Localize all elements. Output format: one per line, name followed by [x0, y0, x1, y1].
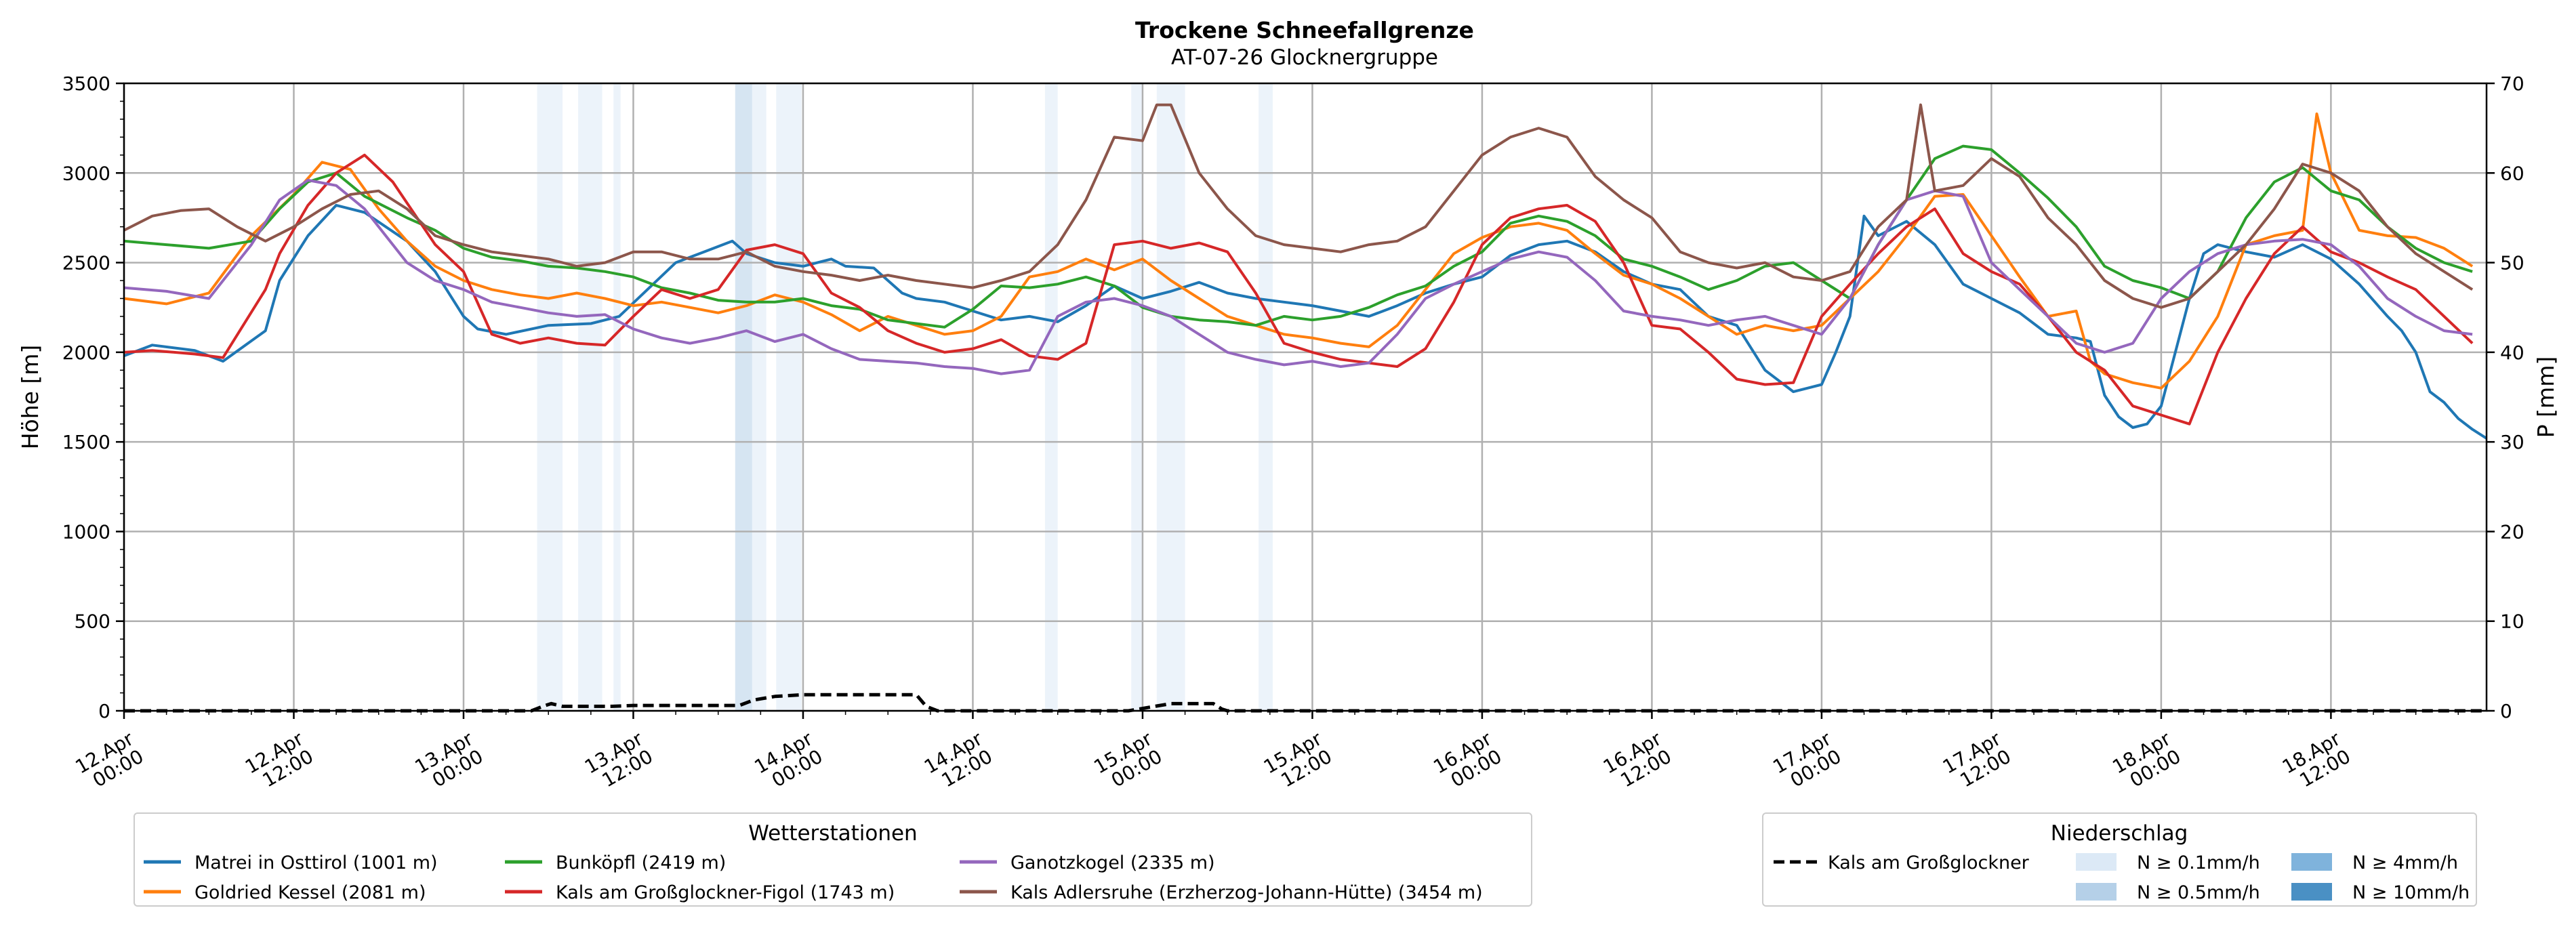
- station-legend-title: Wetterstationen: [748, 821, 917, 846]
- precip-band: [735, 83, 752, 711]
- y-axis-label: Höhe [m]: [17, 345, 43, 450]
- series-line-4: [123, 153, 2474, 426]
- precip-legend-label: N ≥ 4mm/h: [2352, 852, 2458, 873]
- grid: [123, 82, 2487, 712]
- precip-legend-label: N ≥ 0.5mm/h: [2137, 882, 2260, 903]
- precip-legend: Niederschlag Kals am Großglockner N ≥ 0.…: [1762, 812, 2477, 907]
- precip-legend-swatch: [2291, 883, 2332, 901]
- precip-line: [124, 693, 2487, 713]
- y2-tick-label: 40: [2500, 342, 2524, 364]
- station-legend-label: Ganotzkogel (2335 m): [1010, 852, 1215, 873]
- precip-bands: [537, 83, 1273, 711]
- y2-tick-label: 60: [2500, 162, 2524, 184]
- y2-axis-label: P [mm]: [2533, 356, 2559, 438]
- station-legend-label: Matrei in Osttirol (1001 m): [195, 852, 438, 873]
- y-tick-label: 0: [98, 700, 110, 722]
- precip-band: [1259, 83, 1273, 711]
- precip-legend-box: [1762, 812, 2477, 907]
- station-legend-label: Kals am Großglockner-Figol (1743 m): [556, 882, 895, 903]
- precip-legend-label: N ≥ 0.1mm/h: [2137, 852, 2260, 873]
- y2-tick-label: 20: [2500, 520, 2524, 543]
- chart-subtitle: AT-07-26 Glocknergruppe: [1171, 45, 1438, 70]
- chart-title: Trockene Schneefallgrenze: [1135, 17, 1474, 43]
- station-legend-label: Kals Adlersruhe (Erzherzog-Johann-Hütte)…: [1010, 882, 1483, 903]
- y2-tick-label: 10: [2500, 611, 2524, 633]
- precip-legend-label: N ≥ 10mm/h: [2352, 882, 2470, 903]
- series-line-5: [123, 178, 2473, 375]
- y-tick-label: 500: [75, 611, 110, 633]
- y2-tick-label: 50: [2500, 252, 2524, 274]
- y2-axis: 0 10 20 30 40 50 60 70: [2487, 73, 2524, 722]
- y-tick-label: 3000: [62, 162, 110, 184]
- y-tick-label: 2500: [62, 252, 110, 274]
- series-line-3: [123, 144, 2473, 329]
- plot-frame: [123, 82, 2488, 712]
- y-tick-label: 3500: [62, 73, 110, 95]
- y2-tick-label: 0: [2500, 700, 2512, 722]
- precip-band: [537, 83, 563, 711]
- precip-legend-swatch: [2076, 883, 2117, 901]
- station-legend: Wetterstationen Matrei in Osttirol (1001…: [134, 812, 1532, 907]
- precip-legend-line-label: Kals am Großglockner: [1828, 852, 2030, 873]
- precip-legend-swatch: [2076, 853, 2117, 871]
- precip-band: [578, 83, 602, 711]
- precip-band: [613, 83, 621, 711]
- precip-band: [1156, 83, 1185, 711]
- y-tick-label: 1000: [62, 520, 110, 543]
- y-tick-label: 1500: [62, 431, 110, 453]
- series-line-6: [123, 103, 2474, 309]
- y-tick-label: 2000: [62, 342, 110, 364]
- precip-legend-swatch: [2291, 853, 2332, 871]
- y-axis: 0 500 1000 1500 2000 2500 3000 3500: [62, 73, 124, 722]
- y2-tick-label: 30: [2500, 431, 2524, 453]
- precip-line-group: [124, 693, 2487, 713]
- series-lines: [123, 103, 2488, 440]
- precip-band: [776, 83, 802, 711]
- precip-band: [752, 83, 766, 711]
- precip-band: [1044, 83, 1058, 711]
- station-legend-label: Bunköpfl (2419 m): [556, 852, 726, 873]
- precip-legend-title: Niederschlag: [2051, 821, 2188, 846]
- y2-tick-label: 70: [2500, 73, 2524, 95]
- precip-band: [1131, 83, 1143, 711]
- station-legend-box: [134, 812, 1532, 907]
- station-legend-label: Goldried Kessel (2081 m): [195, 882, 426, 903]
